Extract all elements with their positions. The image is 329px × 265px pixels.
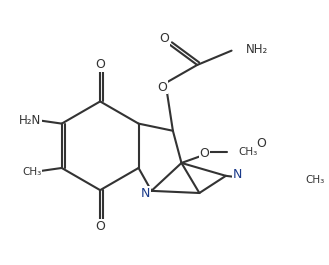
Text: N: N	[233, 168, 242, 181]
Text: O: O	[95, 220, 105, 233]
Text: CH₃: CH₃	[239, 147, 258, 157]
Text: O: O	[157, 81, 167, 94]
Text: NH₂: NH₂	[246, 43, 268, 56]
Text: O: O	[257, 137, 266, 150]
Text: H₂N: H₂N	[19, 114, 41, 127]
Text: N: N	[141, 187, 150, 200]
Text: CH₃: CH₃	[22, 166, 41, 176]
Text: O: O	[159, 32, 169, 45]
Text: O: O	[199, 147, 209, 160]
Text: O: O	[95, 59, 105, 72]
Text: CH₃: CH₃	[305, 175, 324, 185]
